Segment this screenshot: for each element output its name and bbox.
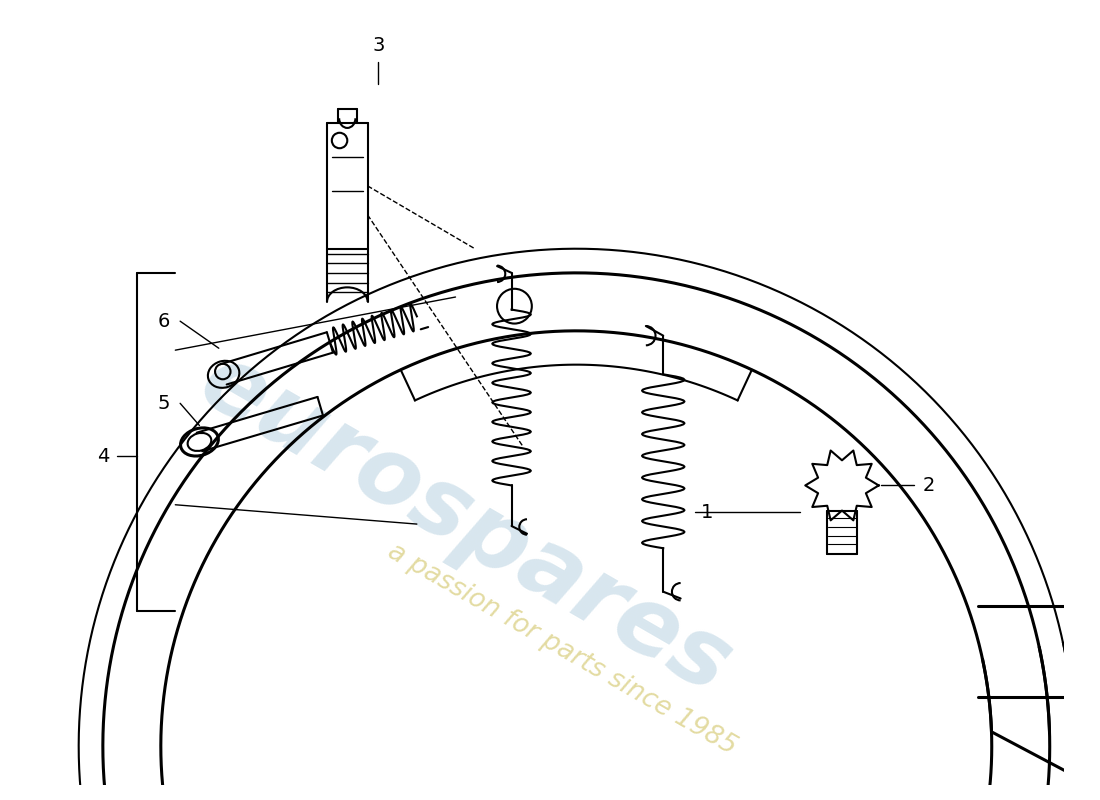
Text: 3: 3 (372, 36, 384, 55)
Text: eurospares: eurospares (184, 335, 747, 714)
Text: 6: 6 (157, 312, 169, 330)
Text: 2: 2 (923, 476, 935, 495)
Text: a passion for parts since 1985: a passion for parts since 1985 (383, 539, 740, 761)
Text: 1: 1 (701, 503, 713, 522)
Text: 4: 4 (97, 447, 109, 466)
Text: 5: 5 (157, 394, 170, 413)
